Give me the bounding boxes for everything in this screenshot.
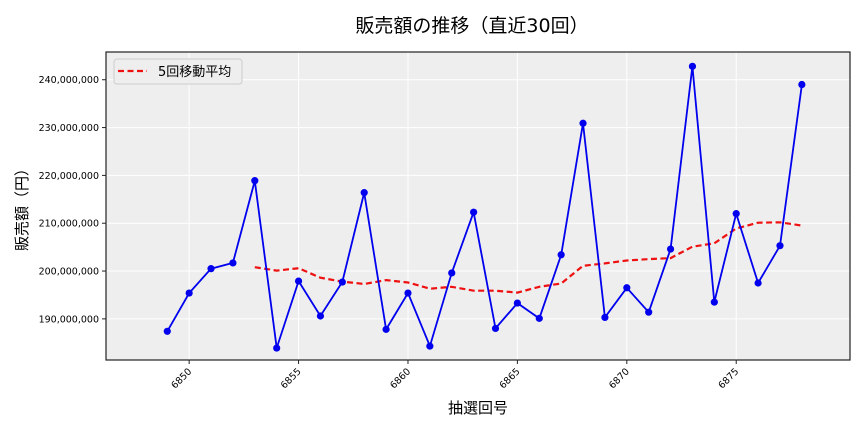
sales-data-point	[623, 284, 631, 292]
sales-data-point	[229, 259, 237, 267]
sales-data-point	[426, 342, 434, 350]
y-axis-ticks: 190,000,000 200,000,000 210,000,000 220,000…	[39, 75, 106, 325]
sales-data-point	[207, 265, 215, 273]
legend-entry-moving-average: 5回移動平均	[158, 65, 231, 80]
moving-average-line	[254, 221, 803, 294]
legend-box	[113, 58, 243, 85]
sales-data-point	[732, 210, 740, 218]
sales-data-point	[579, 119, 587, 127]
legend: 5回移動平均	[113, 58, 243, 85]
sales-series	[163, 62, 806, 352]
plot-frame	[105, 51, 851, 361]
sales-data-point	[710, 298, 718, 306]
sales-data-point	[666, 245, 675, 253]
sales-data-point	[448, 269, 456, 277]
sales-data-point	[163, 327, 171, 335]
y-tick-label: 190,000,000	[39, 314, 99, 325]
sales-data-point	[491, 324, 500, 333]
y-tick-label: 200,000,000	[39, 267, 99, 278]
plot-area	[106, 52, 850, 360]
x-axis-ticks: 6850 6855 6860 6865 6870 6875	[169, 360, 741, 391]
sales-data-point	[251, 177, 259, 185]
sales-data-point	[404, 289, 412, 297]
sales-data-point	[185, 289, 193, 297]
sales-data-point	[273, 344, 281, 352]
y-tick-label: 220,000,000	[39, 171, 99, 182]
chart-title: 販売額の推移（直近30回）	[355, 15, 588, 37]
sales-data-point	[601, 313, 609, 322]
sales-line	[166, 66, 803, 349]
sales-data-point	[513, 299, 521, 307]
x-tick-label: 6870	[607, 366, 632, 391]
x-axis-label: 抽選回号	[448, 399, 508, 417]
sales-data-point	[470, 208, 478, 216]
sales-data-point	[382, 325, 390, 333]
x-tick-label: 6875	[716, 366, 741, 391]
y-tick-label: 230,000,000	[39, 123, 99, 134]
y-axis-label: 販売額（円）	[13, 161, 31, 251]
sales-data-point	[316, 312, 325, 320]
x-tick-label: 6850	[169, 366, 194, 391]
sales-data-point	[360, 189, 368, 197]
y-tick-label: 210,000,000	[39, 219, 99, 230]
sales-data-point	[754, 279, 762, 287]
sales-data-point	[688, 62, 697, 70]
sales-data-point	[798, 80, 806, 89]
sales-data-point	[776, 242, 784, 250]
sales-data-point	[557, 251, 565, 259]
sales-data-point	[294, 277, 303, 285]
moving-average-series	[254, 221, 803, 294]
x-tick-label: 6865	[498, 366, 523, 391]
x-tick-label: 6860	[388, 366, 413, 391]
sales-data-point	[645, 308, 653, 316]
sales-data-point	[535, 314, 543, 322]
x-tick-label: 6855	[279, 366, 304, 391]
y-tick-label: 240,000,000	[39, 75, 99, 86]
sales-data-point	[338, 278, 346, 286]
